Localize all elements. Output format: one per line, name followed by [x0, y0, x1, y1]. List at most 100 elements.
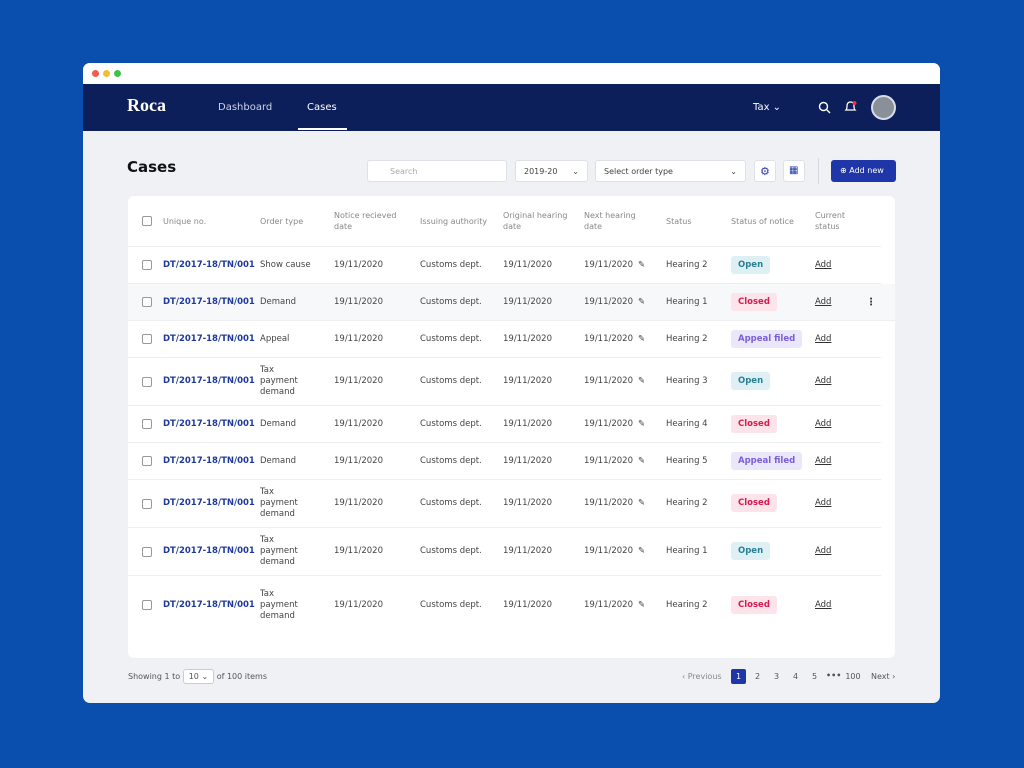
table-row[interactable]: DT/2017-18/TN/001 Tax payment demand 19/11…: [128, 358, 881, 406]
column-header[interactable]: Notice recieved date: [334, 211, 397, 231]
checkbox[interactable]: [142, 260, 152, 270]
cell-text: Show cause: [260, 259, 311, 270]
checkbox[interactable]: [142, 600, 152, 610]
order-type-select[interactable]: Select order type ⌄: [595, 160, 746, 182]
nav-link[interactable]: Dashboard: [218, 102, 273, 113]
year-select[interactable]: 2019-20 ⌄: [515, 160, 588, 182]
showing-prefix: Showing 1 to: [128, 672, 181, 681]
checkbox[interactable]: [142, 546, 152, 557]
table-cell: 19/11/2020 ✎: [584, 546, 666, 557]
edit-icon[interactable]: ✎: [638, 333, 646, 344]
checkbox[interactable]: [142, 376, 152, 387]
add-new-button[interactable]: ⊕ Add new: [831, 160, 896, 182]
case-id-link[interactable]: DT/2017-18/TN/001: [163, 455, 255, 466]
table-row[interactable]: DT/2017-18/TN/001 Demand 19/11/2020 Customs…: [128, 406, 881, 443]
column-header[interactable]: Next hearing date: [584, 211, 636, 231]
table-cell: 19/11/2020: [334, 376, 420, 387]
case-id-link[interactable]: DT/2017-18/TN/001: [163, 498, 255, 508]
edit-icon[interactable]: ✎: [638, 418, 646, 429]
page-button[interactable]: 100: [845, 672, 861, 681]
bell-icon[interactable]: [844, 100, 857, 114]
add-link[interactable]: Add: [815, 376, 832, 386]
ellipsis: •••: [826, 671, 842, 680]
table-cell: Closed: [731, 414, 815, 433]
checkbox[interactable]: [142, 419, 152, 429]
table-cell: Tax payment demand: [260, 589, 334, 622]
table-row[interactable]: DT/2017-18/TN/001 Tax payment demand 19/11…: [128, 576, 881, 634]
column-header[interactable]: Current status: [815, 211, 846, 231]
checkbox[interactable]: [142, 334, 152, 344]
edit-icon[interactable]: ✎: [638, 599, 646, 610]
checkbox[interactable]: [142, 297, 152, 307]
table-row[interactable]: DT/2017-18/TN/001 Tax payment demand 19/11…: [128, 480, 881, 528]
edit-icon[interactable]: ✎: [638, 376, 646, 386]
row-menu[interactable]: ⋮: [866, 296, 876, 308]
nav-link-active[interactable]: Cases: [307, 102, 337, 113]
table-cell: 19/11/2020: [334, 419, 420, 430]
logo[interactable]: Roca: [127, 95, 166, 115]
table-row[interactable]: DT/2017-18/TN/001 Appeal 19/11/2020 Customs…: [128, 321, 881, 358]
table-cell: Hearing 2: [666, 600, 731, 611]
checkbox[interactable]: [142, 456, 152, 466]
edit-icon[interactable]: ✎: [638, 259, 646, 270]
settings-button[interactable]: ⚙: [754, 160, 776, 182]
search-icon[interactable]: [818, 101, 831, 114]
case-id-link[interactable]: DT/2017-18/TN/001: [163, 333, 255, 344]
table-row[interactable]: DT/2017-18/TN/001 Show cause 19/11/2020 Cus…: [128, 247, 881, 284]
table-row[interactable]: DT/2017-18/TN/001 Demand 19/11/2020 Customs…: [128, 284, 895, 321]
add-link[interactable]: Add: [815, 546, 832, 556]
add-link[interactable]: Add: [815, 418, 832, 429]
calendar-button[interactable]: ▦: [783, 160, 805, 182]
table-row[interactable]: DT/2017-18/TN/001 Tax payment demand 19/11…: [128, 528, 881, 576]
cell-text: Customs dept.: [420, 259, 482, 270]
cell-text: 19/11/2020: [503, 546, 552, 556]
cell-text: 19/11/2020: [584, 455, 633, 466]
avatar[interactable]: [871, 95, 896, 120]
case-id-link[interactable]: DT/2017-18/TN/001: [163, 546, 255, 556]
case-id-link[interactable]: DT/2017-18/TN/001: [163, 418, 255, 429]
case-id-link[interactable]: DT/2017-18/TN/001: [163, 259, 255, 270]
next-button[interactable]: Next ›: [871, 672, 896, 681]
search-input[interactable]: Search: [367, 160, 507, 182]
page-size-select[interactable]: 10 ⌄: [182, 669, 215, 684]
maximize-dot[interactable]: [114, 70, 121, 77]
edit-icon[interactable]: ✎: [638, 296, 646, 307]
column-header[interactable]: Status: [666, 216, 692, 226]
page-button[interactable]: 4: [792, 672, 799, 681]
close-dot[interactable]: [92, 70, 99, 77]
minimize-dot[interactable]: [103, 70, 110, 77]
case-id-link[interactable]: DT/2017-18/TN/001: [163, 599, 255, 610]
checkbox[interactable]: [142, 216, 152, 226]
cell-text: 19/11/2020: [334, 333, 383, 344]
selector-label: Tax: [753, 102, 770, 113]
edit-icon[interactable]: ✎: [638, 455, 646, 466]
tax-selector[interactable]: Tax ⌄: [753, 102, 782, 113]
column-header[interactable]: Unique no.: [163, 216, 207, 226]
table-cell: Hearing 2: [666, 498, 731, 509]
add-link[interactable]: Add: [815, 599, 832, 610]
table-row[interactable]: DT/2017-18/TN/001 Demand 19/11/2020 Customs…: [128, 443, 881, 480]
add-link[interactable]: Add: [815, 498, 832, 508]
column-header[interactable]: Issuing authority: [420, 216, 488, 226]
edit-icon[interactable]: ✎: [638, 498, 646, 508]
cell-text: 19/11/2020: [503, 376, 552, 386]
table-cell: Appeal filed: [731, 451, 815, 470]
checkbox[interactable]: [142, 498, 152, 509]
previous-button[interactable]: ‹ Previous: [682, 672, 722, 681]
page-button[interactable]: 5: [811, 672, 818, 681]
case-id-link[interactable]: DT/2017-18/TN/001: [163, 296, 255, 307]
edit-icon[interactable]: ✎: [638, 546, 646, 556]
add-link[interactable]: Add: [815, 455, 832, 466]
column-header[interactable]: Order type: [260, 216, 304, 226]
add-link[interactable]: Add: [815, 296, 832, 307]
column-header[interactable]: Original hearing date: [503, 211, 568, 231]
add-link[interactable]: Add: [815, 333, 832, 344]
add-link[interactable]: Add: [815, 259, 832, 270]
case-id-link[interactable]: DT/2017-18/TN/001: [163, 376, 255, 386]
window-chrome: [83, 63, 940, 84]
column-header[interactable]: Status of notice: [731, 216, 794, 226]
page-button[interactable]: 2: [754, 672, 761, 681]
page-button-active[interactable]: 1: [731, 669, 746, 684]
status-badge: Open: [731, 255, 771, 274]
page-button[interactable]: 3: [773, 672, 780, 681]
